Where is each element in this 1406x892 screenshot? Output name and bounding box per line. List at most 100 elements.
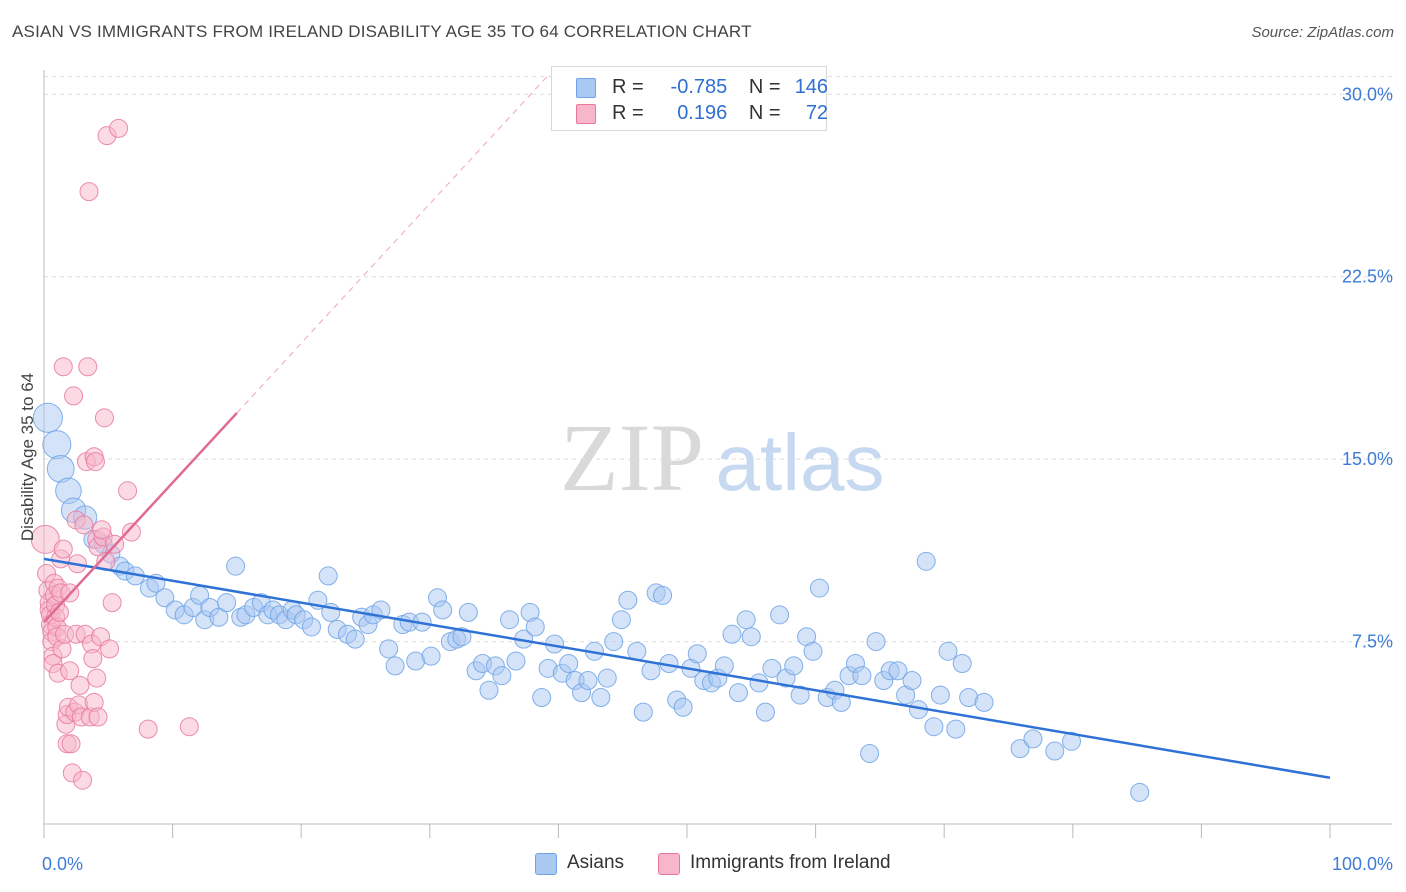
- ireland-point: [109, 118, 129, 138]
- trend-line-ireland: [43, 412, 238, 623]
- asians-point: [618, 590, 638, 610]
- trend-lines: [43, 74, 1331, 780]
- asians-point: [591, 688, 611, 708]
- legend-r-label: R =: [612, 102, 644, 124]
- asians-point: [318, 566, 338, 586]
- asians-point: [866, 632, 886, 652]
- ireland-point: [87, 668, 107, 688]
- ireland-point: [53, 539, 73, 559]
- x-tick-labels: 0.0% 100.0%: [42, 854, 1393, 874]
- asians-point: [421, 646, 441, 666]
- legend-swatch-ireland: [576, 104, 596, 124]
- watermark-zip: ZIP: [560, 404, 704, 511]
- asians-point: [916, 551, 936, 571]
- asians-point: [790, 685, 810, 705]
- trend-line-asians: [43, 557, 1331, 780]
- asians-point: [458, 602, 478, 622]
- asians-point: [301, 617, 321, 637]
- chart-title: ASIAN VS IMMIGRANTS FROM IRELAND DISABIL…: [12, 22, 752, 41]
- asians-point: [952, 653, 972, 673]
- asians-point: [728, 683, 748, 703]
- asians-point: [155, 588, 175, 608]
- ireland-point: [70, 675, 90, 695]
- asians-point: [852, 666, 872, 686]
- bottom-legend-swatch-asians: [535, 853, 557, 875]
- asians-point: [597, 668, 617, 688]
- ireland-point: [121, 522, 141, 542]
- asians-point: [500, 610, 520, 630]
- asians-point: [803, 641, 823, 661]
- asians-point: [611, 610, 631, 630]
- ireland-point: [179, 717, 199, 737]
- asians-point: [784, 656, 804, 676]
- y-tick-label: 22.5%: [1342, 267, 1393, 287]
- asians-point: [1062, 731, 1082, 751]
- asians-point: [379, 639, 399, 659]
- asians-point: [559, 653, 579, 673]
- ireland-point: [94, 408, 114, 428]
- asians-point: [1045, 741, 1065, 761]
- asians-point: [1010, 739, 1030, 759]
- ireland-point: [30, 524, 60, 554]
- asians-point: [770, 605, 790, 625]
- y-axis-label: Disability Age 35 to 64: [18, 372, 37, 542]
- y-tick-label: 15.0%: [1342, 449, 1393, 469]
- asians-point: [42, 430, 72, 460]
- watermark: ZIP atlas: [560, 404, 884, 511]
- bottom-legend-label-ireland: Immigrants from Ireland: [690, 852, 891, 873]
- asians-point: [32, 402, 63, 433]
- ireland-point: [61, 734, 81, 754]
- asians-point: [722, 624, 742, 644]
- asians-point: [653, 585, 673, 605]
- asians-point: [974, 692, 994, 712]
- x-tick-label: 100.0%: [1332, 854, 1393, 874]
- asians-point: [578, 670, 598, 690]
- bottom-legend-swatch-ireland: [658, 853, 680, 875]
- series-asians-points: [32, 402, 1150, 802]
- asians-point: [433, 600, 453, 620]
- asians-point: [687, 644, 707, 664]
- y-tick-label: 7.5%: [1352, 632, 1393, 652]
- y-tick-label: 30.0%: [1342, 84, 1393, 104]
- asians-point: [633, 702, 653, 722]
- asians-point: [809, 578, 829, 598]
- ireland-point: [100, 639, 120, 659]
- asians-point: [888, 661, 908, 681]
- watermark-atlas: atlas: [716, 418, 885, 507]
- legend-swatch-asians: [576, 78, 596, 98]
- asians-point: [452, 627, 472, 647]
- legend-r-label: R =: [612, 76, 644, 98]
- ireland-point: [79, 182, 99, 202]
- ireland-point: [64, 386, 84, 406]
- asians-point: [755, 702, 775, 722]
- asians-point: [930, 685, 950, 705]
- ireland-point: [83, 649, 103, 669]
- asians-point: [762, 658, 782, 678]
- asians-point: [479, 680, 499, 700]
- asians-point: [741, 627, 761, 647]
- ireland-point: [60, 661, 80, 681]
- ireland-point: [53, 357, 73, 377]
- bottom-legend-label-asians: Asians: [567, 852, 625, 873]
- ireland-point: [118, 481, 138, 501]
- ireland-point: [102, 593, 122, 613]
- asians-point: [673, 697, 693, 717]
- asians-point: [714, 656, 734, 676]
- ireland-point: [73, 770, 93, 790]
- ireland-point: [78, 357, 98, 377]
- asians-point: [736, 610, 756, 630]
- legend-n-label: N =: [748, 76, 781, 98]
- asians-point: [924, 717, 944, 737]
- grid-lines: [44, 75, 1392, 643]
- legend-n-value-asians: 146: [794, 76, 829, 98]
- asians-point: [1130, 782, 1150, 802]
- ireland-point: [74, 515, 94, 535]
- y-tick-labels: 7.5% 15.0% 22.5% 30.0%: [1342, 84, 1393, 651]
- asians-point: [604, 632, 624, 652]
- asians-point: [385, 656, 405, 676]
- asians-point: [506, 651, 526, 671]
- asians-point: [532, 688, 552, 708]
- asians-point: [226, 556, 246, 576]
- legend-r-value-ireland: 0.196: [677, 102, 728, 124]
- legend-n-value-ireland: 72: [805, 102, 829, 124]
